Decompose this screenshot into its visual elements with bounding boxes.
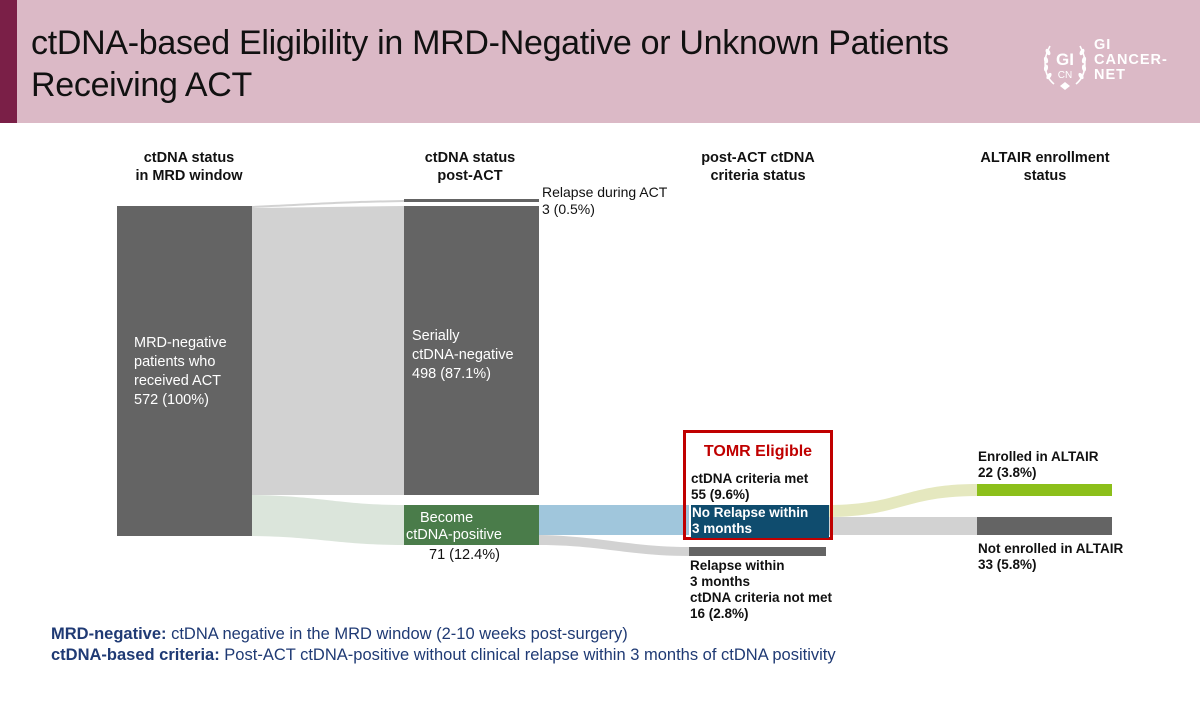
svg-text:CN: CN [1058,70,1072,81]
column-header-criteria-status: post-ACT ctDNA criteria status [701,150,815,184]
gi-cancer-net-logo: GI CN GI CANCER- NET [1040,32,1190,94]
definition-ctdna-criteria: ctDNA-based criteria: Post-ACT ctDNA-pos… [51,646,836,664]
node-no-relapse-within-3-months: No Relapse within 3 months [691,505,829,538]
link-mrd-to-become-positive [252,495,404,545]
definition-mrd-negative: MRD-negative: ctDNA negative in the MRD … [51,625,628,643]
node-relapse-during-act [404,199,539,202]
label-serially-negative: Serially ctDNA-negative 498 (87.1%) [412,328,514,382]
label-become-positive: Become ctDNA-positive [406,510,502,543]
slide-header: ctDNA-based Eligibility in MRD-Negative … [0,0,1200,123]
label-enrolled-altair: Enrolled in ALTAIR 22 (3.8%) [978,449,1099,480]
link-met-to-not-enrolled [826,517,977,535]
node-serially-negative [404,206,539,495]
label-mrd-negative: MRD-negative patients who received ACT 5… [134,335,227,408]
label-not-enrolled-altair: Not enrolled in ALTAIR 33 (5.8%) [978,541,1124,572]
svg-text:GI: GI [1056,50,1074,69]
node-mrd-negative [117,206,252,536]
title-line-2: Receiving ACT [31,66,252,104]
link-met-to-enrolled [826,484,977,517]
tomr-eligible-title: TOMR Eligible [703,443,813,460]
column-header-altair-status: ALTAIR enrollment status [980,150,1110,184]
label-relapse-during-act: Relapse during ACT 3 (0.5%) [542,184,668,217]
link-mrd-to-serially-negative [252,206,404,495]
column-header-post-act: ctDNA status post-ACT [424,150,516,184]
tomr-eligible-highlight: TOMR Eligible ctDNA criteria met 55 (9.6… [683,430,833,540]
node-criteria-not-met [689,547,826,556]
node-not-enrolled-altair [977,517,1112,535]
label-relapse-within-3-months: Relapse within 3 months ctDNA criteria n… [690,558,833,621]
laurel-wreath-gi-cn-icon: GI CN [1043,45,1087,90]
value-become-positive: 71 (12.4%) [429,547,500,563]
slide-title: ctDNA-based Eligibility in MRD-Negative … [31,22,1031,106]
header-accent-bar [0,0,17,123]
title-line-1: ctDNA-based Eligibility in MRD-Negative … [31,24,949,62]
label-criteria-met: ctDNA criteria met 55 (9.6%) [691,471,809,502]
node-become-positive [404,505,539,545]
link-positive-to-criteria-met [539,505,689,535]
link-positive-to-relapse-within [539,535,689,556]
column-header-mrd-window: ctDNA status in MRD window [135,150,243,184]
logo-wordmark: GI CANCER- NET [1094,37,1168,83]
node-enrolled-altair [977,484,1112,496]
definitions-footnote: MRD-negative: ctDNA negative in the MRD … [51,624,836,666]
link-mrd-to-relapse-act [252,200,404,208]
